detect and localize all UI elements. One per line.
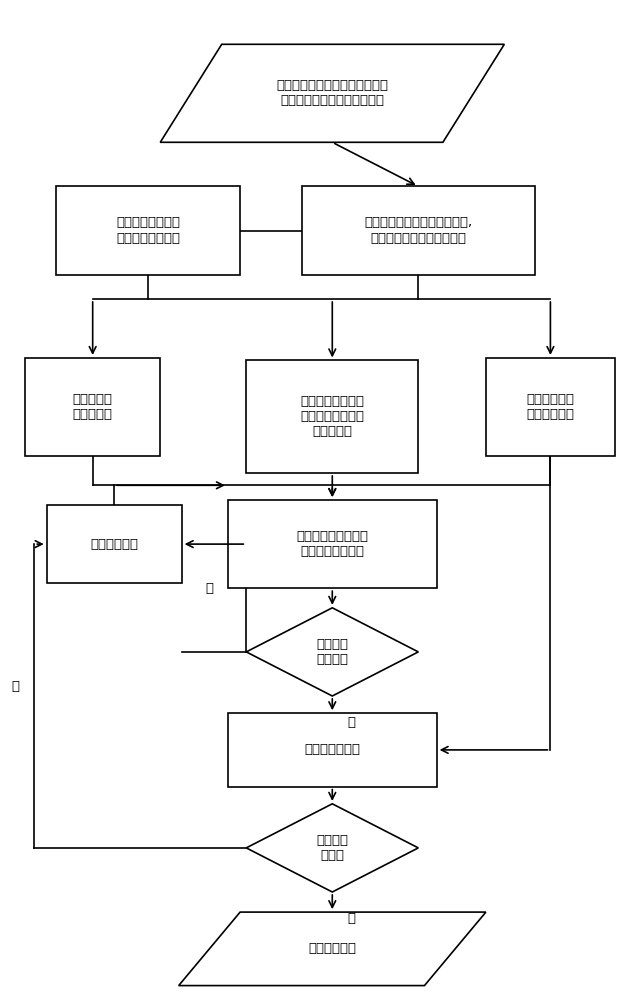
Polygon shape [246, 804, 419, 892]
Bar [47, 505, 182, 583]
Text: 否: 否 [205, 582, 213, 595]
Text: 改变互动策略: 改变互动策略 [90, 538, 138, 551]
Text: 计算总互动成本: 计算总互动成本 [304, 743, 360, 756]
Bar [246, 360, 419, 473]
Text: 互动控制方案: 互动控制方案 [308, 942, 356, 955]
Text: 计算互动策略组合中
各互动资源的功率: 计算互动策略组合中 各互动资源的功率 [296, 530, 368, 558]
Text: 电价、激励、调度
三种互动激励机制: 电价、激励、调度 三种互动激励机制 [116, 217, 180, 244]
Bar [301, 186, 535, 275]
Text: 分析电力设备的互动行为特性,
建立电力系统互动资源结构: 分析电力设备的互动行为特性, 建立电力系统互动资源结构 [364, 217, 472, 244]
Bar [228, 500, 436, 588]
Bar [228, 713, 436, 787]
Polygon shape [246, 608, 419, 696]
Polygon shape [179, 912, 486, 986]
Bar [25, 358, 160, 456]
Text: 是: 是 [348, 716, 356, 729]
Polygon shape [160, 44, 504, 142]
Text: 否: 否 [12, 680, 20, 693]
Text: 满足系统
功率平衡: 满足系统 功率平衡 [316, 638, 348, 666]
Bar [486, 358, 615, 456]
Text: 获取电力系统源、网、荷三侧电
力设备信息及其自然功率曲线: 获取电力系统源、网、荷三侧电 力设备信息及其自然功率曲线 [276, 79, 388, 107]
Text: 各互动资源在各互
动激励机制下的功
率变化曲线: 各互动资源在各互 动激励机制下的功 率变化曲线 [300, 395, 364, 438]
Bar [56, 186, 240, 275]
Text: 总互动成
本最小: 总互动成 本最小 [316, 834, 348, 862]
Text: 是: 是 [348, 912, 356, 925]
Text: 各互动资源的
互动成本曲线: 各互动资源的 互动成本曲线 [527, 393, 575, 421]
Text: 各互动资源
的互动潜力: 各互动资源 的互动潜力 [73, 393, 113, 421]
